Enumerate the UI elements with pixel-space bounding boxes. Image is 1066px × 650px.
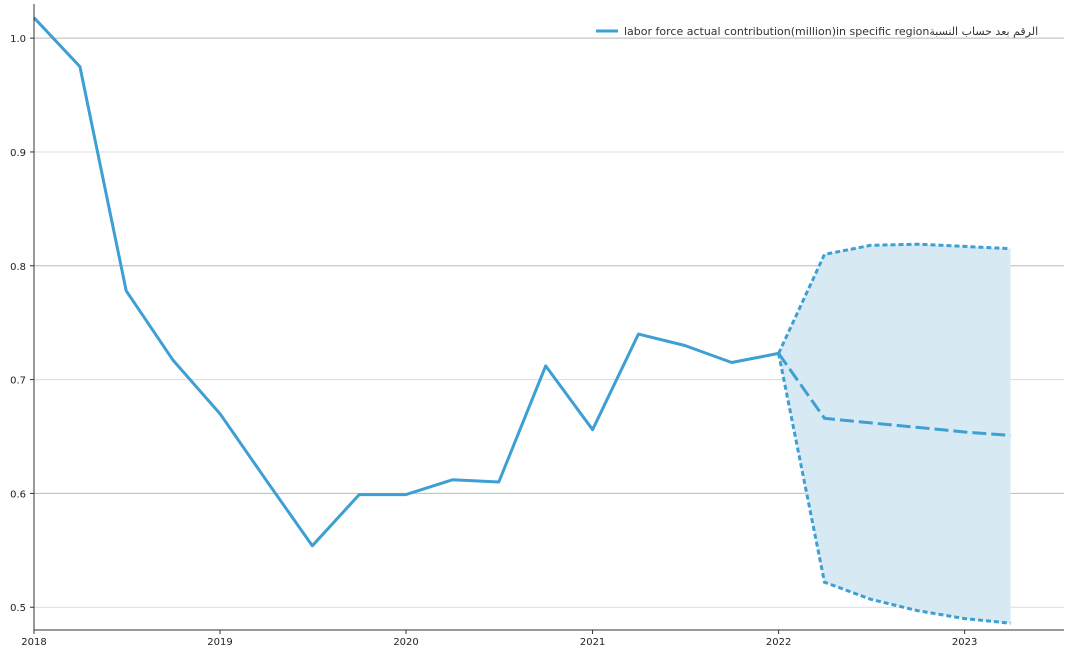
series-line-historical bbox=[32, 16, 779, 548]
forecast-confidence-band bbox=[778, 244, 1011, 624]
y-tick-label: 0.8 bbox=[10, 262, 26, 273]
legend-entry-label: labor force actual contribution(million)… bbox=[624, 25, 1038, 38]
y-tick-label: 0.9 bbox=[10, 148, 26, 159]
x-tick-label: 2019 bbox=[207, 637, 232, 648]
legend: labor force actual contribution(million)… bbox=[596, 25, 1038, 38]
y-tick-label: 0.7 bbox=[10, 376, 26, 387]
y-axis-ticks: 0.5 0.6 0.7 0.8 0.9 1.0 bbox=[10, 34, 34, 614]
forecast-lower-bound-line bbox=[777, 353, 1011, 625]
axes bbox=[33, 4, 1064, 631]
x-tick-label: 2023 bbox=[952, 637, 977, 648]
y-tick-label: 0.6 bbox=[10, 489, 26, 500]
x-tick-label: 2020 bbox=[393, 637, 418, 648]
forecast-mean-line bbox=[777, 352, 1011, 437]
x-tick-label: 2021 bbox=[580, 637, 605, 648]
y-tick-label: 0.5 bbox=[10, 603, 26, 614]
x-tick-label: 2022 bbox=[766, 637, 791, 648]
y-tick-label: 1.0 bbox=[10, 34, 26, 45]
x-tick-label: 2018 bbox=[21, 637, 46, 648]
grid-lines bbox=[34, 37, 1064, 608]
forecast-upper-bound-line bbox=[777, 242, 1011, 355]
x-axis-ticks: 2018 2019 2020 2021 2022 2023 bbox=[21, 630, 977, 648]
